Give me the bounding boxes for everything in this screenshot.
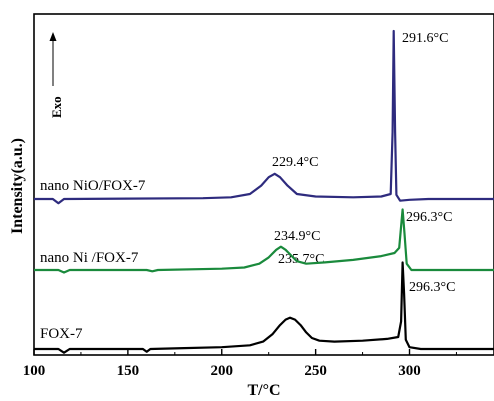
exo-arrow-icon: [49, 32, 57, 86]
x-tick-label: 200: [211, 363, 234, 379]
x-tick-label: 250: [304, 363, 327, 379]
peak-temperature-label: 235.7°C: [278, 252, 324, 267]
peak-temperature-label: 296.3°C: [406, 210, 452, 225]
series-line: [34, 29, 494, 205]
peak-temperature-label: 229.4°C: [272, 155, 318, 170]
series-layer: FOX-7 235.7°C 296.3°C nano Ni /FOX-7 234.9°C…: [34, 29, 494, 354]
x-axis-label: T/°C: [247, 382, 280, 399]
exo-label: Exo: [49, 96, 64, 118]
y-axis-label: Intensity(a.u.): [9, 138, 26, 234]
x-tick-label: 300: [398, 363, 421, 379]
plot-frame: [33, 13, 494, 356]
x-axis-ticks: 100 150 200 250 300: [23, 349, 457, 379]
peak-temperature-label: 296.3°C: [409, 280, 455, 295]
peak-temperature-label: 234.9°C: [274, 229, 320, 244]
series-name-label: FOX-7: [40, 326, 83, 342]
x-tick-label: 100: [23, 363, 46, 379]
series-name-label: nano Ni /FOX-7: [40, 250, 139, 266]
series-line: [34, 208, 494, 274]
x-tick-label: 150: [117, 363, 140, 379]
peak-temperature-label: 291.6°C: [402, 31, 448, 46]
series-line: [34, 261, 494, 354]
series-name-label: nano NiO/FOX-7: [40, 178, 146, 194]
